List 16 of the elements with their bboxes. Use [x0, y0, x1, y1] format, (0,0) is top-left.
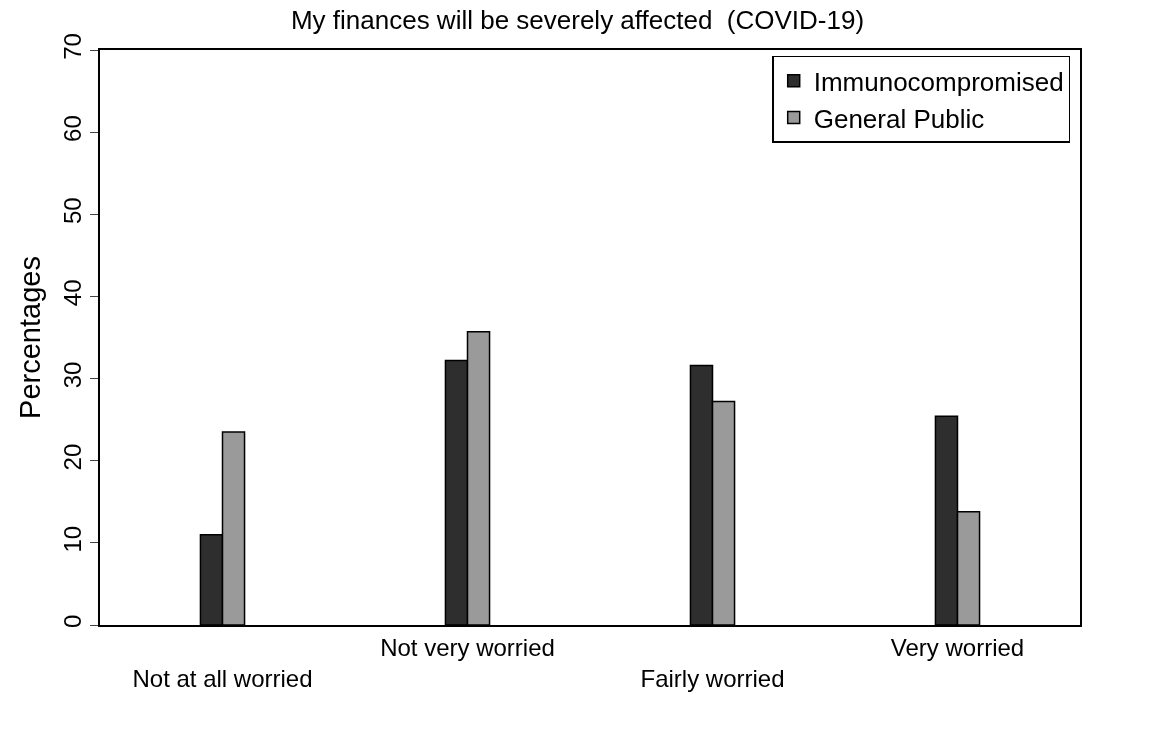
y-tick-label: 20	[58, 443, 86, 471]
legend-label: General Public	[813, 103, 985, 134]
y-tick-label: 30	[58, 361, 86, 389]
y-tick-label: 40	[58, 279, 86, 307]
y-axis-title: Percentages	[13, 256, 46, 419]
y-tick-label: 60	[58, 115, 86, 142]
x-tick-label: Not at all worried	[132, 664, 313, 692]
legend-label: Immunocompromised	[813, 66, 1064, 97]
y-tick-label: 70	[58, 33, 86, 60]
y-tick-label: 50	[58, 197, 86, 225]
y-tick-label: 10	[58, 525, 86, 553]
x-tick-label: Fairly worried	[640, 664, 785, 692]
x-tick-label: Not very worried	[380, 633, 555, 661]
chart-title: My finances will be severely affected (COVID-19)	[290, 5, 865, 36]
y-tick-label: 0	[58, 614, 86, 629]
x-tick-label: Very worried	[890, 633, 1025, 661]
